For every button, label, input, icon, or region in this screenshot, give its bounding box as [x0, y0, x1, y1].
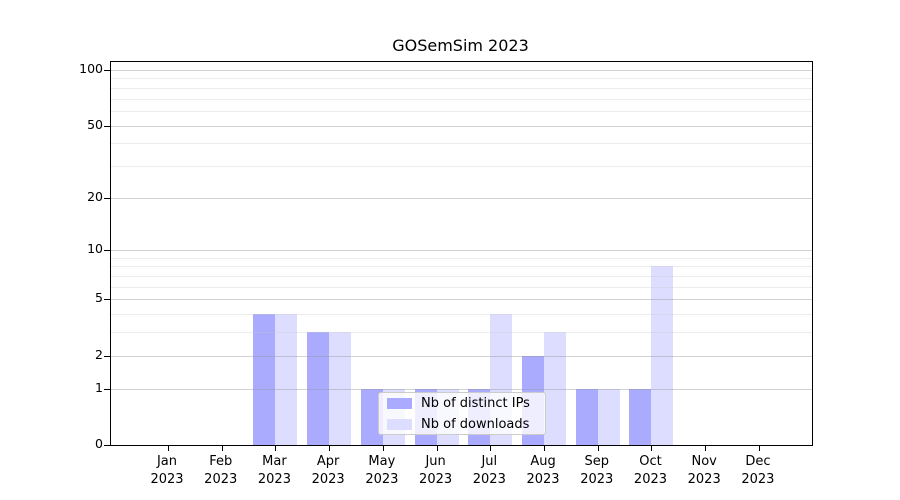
y-axis: 0 1 2 5 10 20 50 100 — [0, 61, 103, 451]
x-tick-jan — [168, 446, 169, 451]
x-tick-label-dec: Dec 2023 — [741, 454, 775, 487]
legend-swatch-distinct-ips — [387, 397, 412, 409]
gridline-major-100 — [111, 70, 812, 71]
y-tick-50 — [104, 125, 110, 127]
legend-item-distinct-ips: Nb of distinct IPs — [387, 394, 545, 413]
legend-label-distinct-ips: Nb of distinct IPs — [421, 395, 530, 411]
y-tick-100 — [104, 70, 110, 71]
bar-distinct-ips-may — [360, 388, 383, 445]
gridline-minor-30 — [111, 165, 812, 167]
gridline-minor-90 — [111, 78, 812, 80]
bar-distinct-ips-sep — [575, 388, 598, 445]
x-tick-label-feb: Feb 2023 — [204, 454, 238, 487]
gridline-major-10 — [111, 250, 812, 252]
y-tick-10 — [104, 250, 110, 252]
legend-label-downloads: Nb of downloads — [421, 416, 530, 432]
gridline-major-2 — [111, 355, 812, 357]
y-tick-label-50: 50 — [87, 116, 103, 132]
y-tick-1 — [104, 388, 110, 390]
bar-downloads-mar — [275, 314, 298, 445]
gridline-minor-7 — [111, 276, 812, 278]
bar-distinct-ips-oct — [629, 388, 652, 445]
x-tick-jul — [490, 446, 492, 451]
x-tick-nov — [705, 446, 707, 451]
bar-downloads-aug — [544, 332, 567, 445]
gridline-minor-60 — [111, 110, 812, 112]
bar-distinct-ips-mar — [253, 314, 276, 445]
y-tick-label-2: 2 — [95, 346, 103, 362]
x-axis: Jan 2023 Feb 2023 Mar 2023 Apr 2023 May 2023… — [110, 453, 811, 493]
y-tick-label-20: 20 — [87, 188, 103, 204]
gridline-minor-40 — [111, 143, 812, 145]
gridline-minor-4 — [111, 314, 812, 316]
x-tick-label-jun: Jun 2023 — [419, 454, 453, 487]
legend-item-downloads: Nb of downloads — [387, 415, 545, 434]
gridline-minor-8 — [111, 266, 812, 268]
gridline-minor-70 — [111, 98, 812, 100]
x-tick-jun — [436, 446, 438, 451]
bar-downloads-apr — [329, 332, 352, 445]
y-tick-label-100: 100 — [79, 61, 103, 76]
y-tick-20 — [104, 197, 110, 199]
x-tick-label-may: May 2023 — [365, 454, 399, 487]
x-tick-label-aug: Aug 2023 — [526, 454, 560, 487]
x-tick-label-mar: Mar 2023 — [257, 454, 291, 487]
bar-downloads-oct — [651, 266, 674, 445]
y-tick-label-1: 1 — [95, 379, 103, 395]
y-tick-label-10: 10 — [87, 241, 103, 257]
legend-swatch-downloads — [387, 418, 412, 430]
gridline-major-50 — [111, 125, 812, 127]
y-tick-2 — [104, 355, 110, 357]
gridline-minor-9 — [111, 257, 812, 259]
y-tick-5 — [104, 299, 110, 301]
y-tick-label-5: 5 — [95, 290, 103, 306]
x-tick-label-apr: Apr 2023 — [311, 454, 345, 487]
gridline-major-20 — [111, 197, 812, 199]
x-tick-label-jul: Jul 2023 — [472, 454, 506, 487]
x-tick-feb — [221, 446, 223, 451]
gridline-major-5 — [111, 299, 812, 301]
x-tick-oct — [651, 446, 653, 451]
bar-downloads-sep — [597, 388, 620, 445]
x-tick-label-jan: Jan 2023 — [150, 454, 184, 487]
x-tick-apr — [329, 446, 331, 451]
legend: Nb of distinct IPs Nb of downloads — [378, 392, 546, 435]
x-tick-may — [382, 446, 384, 451]
chart-title: GOSemSim 2023 — [392, 36, 529, 55]
gridline-minor-6 — [111, 286, 812, 288]
plot-area — [104, 61, 813, 451]
x-tick-sep — [597, 446, 599, 451]
x-tick-mar — [275, 446, 277, 451]
y-tick-label-0: 0 — [95, 436, 103, 451]
y-tick-0 — [104, 445, 110, 446]
gridline-major-1 — [111, 388, 812, 390]
gridline-minor-3 — [111, 332, 812, 334]
x-tick-label-nov: Nov 2023 — [687, 454, 721, 487]
x-tick-dec — [758, 446, 760, 451]
x-tick-label-sep: Sep 2023 — [580, 454, 614, 487]
x-tick-aug — [544, 446, 546, 451]
x-tick-label-oct: Oct 2023 — [633, 454, 668, 487]
bar-distinct-ips-apr — [307, 332, 330, 445]
gridline-minor-80 — [111, 87, 812, 89]
